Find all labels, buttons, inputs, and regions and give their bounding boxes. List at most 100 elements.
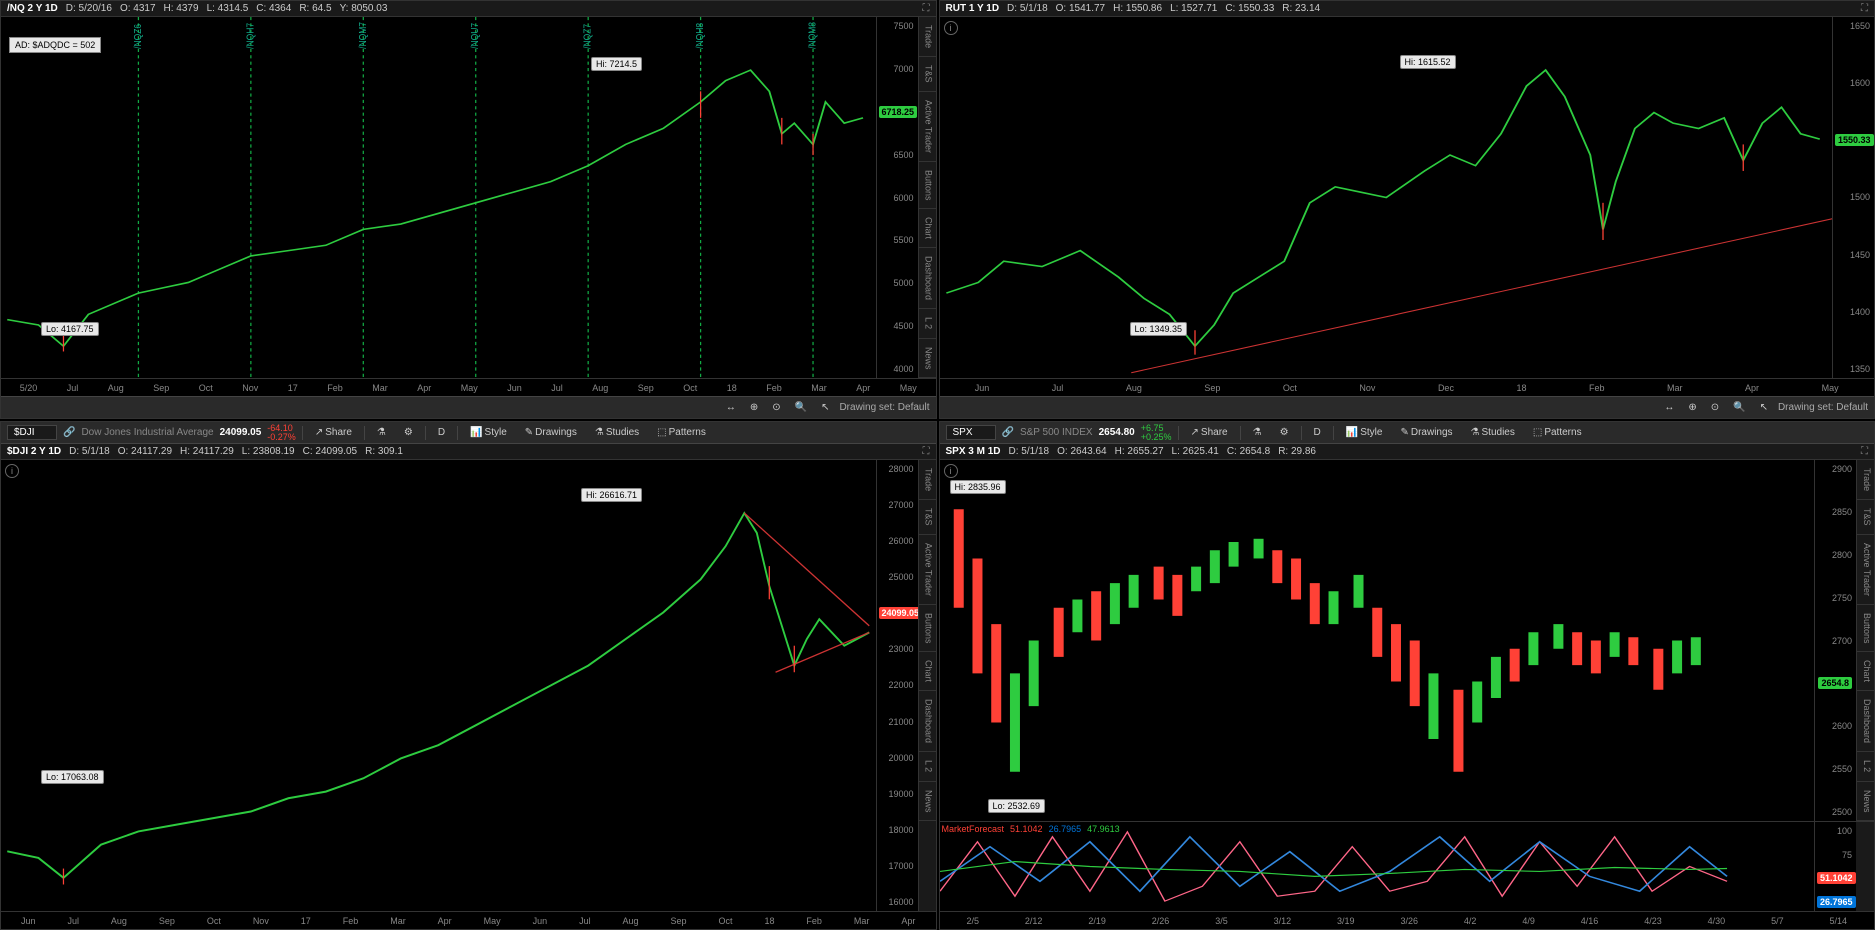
indicator-y-axis: 100 75 51.1042 26.7965 — [1814, 822, 1856, 911]
drawing-set-label[interactable]: Drawing set: Default — [1778, 402, 1868, 413]
chart-svg-dji — [1, 460, 876, 911]
maximize-icon[interactable]: ⛶ — [1861, 3, 1868, 14]
chart-area-rut[interactable]: i Hi: 1615.52 Lo: 1349.35 — [940, 17, 1833, 378]
gear-icon[interactable]: ⚙ — [1274, 425, 1295, 440]
price-tag-spx: 2654.8 — [1818, 677, 1852, 689]
close-label: C: 24099.05 — [303, 446, 358, 457]
target-tool-icon[interactable]: ⊙ — [1707, 400, 1723, 415]
patterns-button[interactable]: ⬚ Patterns — [1527, 425, 1588, 440]
hi-annotation: Hi: 1615.52 — [1400, 55, 1456, 69]
zoom-tool-icon[interactable]: 🔍 — [1729, 400, 1749, 415]
symbol-input[interactable] — [7, 425, 57, 440]
range-label: R: 29.86 — [1278, 446, 1316, 457]
close-label: C: 4364 — [256, 3, 291, 14]
symbol-label: /NQ 2 Y 1D — [7, 3, 58, 14]
pan-tool-icon[interactable]: ↔ — [1660, 400, 1678, 415]
symbol-label: $DJI 2 Y 1D — [7, 446, 61, 457]
svg-text:/NQM8: /NQM8 — [807, 22, 818, 49]
side-tab-l2[interactable]: L 2 — [1857, 752, 1874, 781]
side-tab-active-trader[interactable]: Active Trader — [1857, 535, 1874, 605]
date-label: D: 5/1/18 — [69, 446, 110, 457]
chart-area-dji[interactable]: i Hi: 26616.71 Lo: 17063.08 — [1, 460, 876, 911]
side-tab-chart[interactable]: Chart — [919, 209, 936, 248]
indicator-chart-area[interactable]: MarketForecast 51.1042 26.7965 47.9613 — [940, 822, 1815, 911]
toolbar-nq: ↔ ⊕ ⊙ 🔍 ↖ Drawing set: Default — [1, 396, 936, 418]
panel-rut: RUT 1 Y 1D D: 5/1/18 O: 1541.77 H: 1550.… — [939, 0, 1875, 419]
timeframe-button[interactable]: D — [1308, 425, 1327, 440]
maximize-icon[interactable]: ⛶ — [923, 3, 930, 14]
studies-button[interactable]: ⚗ Studies — [589, 425, 645, 440]
panel-nq: /NQ 2 Y 1D D: 5/20/16 O: 4317 H: 4379 L:… — [0, 0, 937, 419]
share-button[interactable]: ↗ Share — [309, 425, 358, 440]
side-tab-dashboard[interactable]: Dashboard — [919, 691, 936, 752]
zoom-tool-icon[interactable]: 🔍 — [791, 400, 811, 415]
drawing-set-label[interactable]: Drawing set: Default — [839, 402, 929, 413]
target-tool-icon[interactable]: ⊙ — [768, 400, 784, 415]
maximize-icon[interactable]: ⛶ — [1861, 446, 1868, 457]
last-price: 2654.80 — [1099, 427, 1135, 438]
studies-button[interactable]: ⚗ Studies — [1465, 425, 1521, 440]
side-tab-trade[interactable]: Trade — [919, 460, 936, 500]
symbol-label: RUT 1 Y 1D — [946, 3, 1000, 14]
y-axis-dji: 28000 27000 26000 25000 24099.05 23000 2… — [876, 460, 918, 911]
flask-icon[interactable]: ⚗ — [1247, 425, 1268, 440]
svg-text:/NQZ6: /NQZ6 — [132, 24, 143, 49]
last-price: 24099.05 — [220, 427, 262, 438]
style-button[interactable]: 📊 Style — [464, 425, 513, 440]
symbol-input[interactable] — [946, 425, 996, 440]
side-tab-dashboard[interactable]: Dashboard — [1857, 691, 1874, 752]
ohlc-bar-spx: SPX 3 M 1D D: 5/1/18 O: 2643.64 H: 2655.… — [940, 444, 1875, 460]
link-icon[interactable]: 🔗 — [1002, 427, 1014, 438]
side-tab-active-trader[interactable]: Active Trader — [919, 535, 936, 605]
side-tab-dashboard[interactable]: Dashboard — [919, 248, 936, 309]
hi-annotation: Hi: 26616.71 — [581, 488, 642, 502]
symbol-desc: S&P 500 INDEX — [1020, 427, 1093, 438]
side-tab-ts[interactable]: T&S — [919, 500, 936, 535]
side-tab-news[interactable]: News — [1857, 782, 1874, 822]
drawings-button[interactable]: ✎ Drawings — [519, 425, 583, 440]
flask-icon[interactable]: ⚗ — [371, 425, 392, 440]
gear-icon[interactable]: ⚙ — [398, 425, 419, 440]
crosshair-tool-icon[interactable]: ⊕ — [1684, 400, 1700, 415]
low-label: L: 2625.41 — [1172, 446, 1219, 457]
side-tab-ts[interactable]: T&S — [1857, 500, 1874, 535]
link-icon[interactable]: 🔗 — [63, 427, 75, 438]
side-tab-chart[interactable]: Chart — [1857, 652, 1874, 691]
cursor-tool-icon[interactable]: ↖ — [817, 400, 833, 415]
crosshair-tool-icon[interactable]: ⊕ — [746, 400, 762, 415]
side-tab-news[interactable]: News — [919, 782, 936, 822]
close-label: C: 2654.8 — [1227, 446, 1270, 457]
drawings-button[interactable]: ✎ Drawings — [1394, 425, 1458, 440]
side-tab-trade[interactable]: Trade — [1857, 460, 1874, 500]
maximize-icon[interactable]: ⛶ — [923, 446, 930, 457]
chart-svg-spx — [940, 460, 1815, 821]
side-tab-trade[interactable]: Trade — [919, 17, 936, 57]
side-tab-ts[interactable]: T&S — [919, 57, 936, 92]
price-tag-dji: 24099.05 — [879, 607, 923, 619]
side-tab-chart[interactable]: Chart — [919, 652, 936, 691]
chart-area-spx[interactable]: i — [940, 460, 1815, 821]
high-label: H: 1550.86 — [1113, 3, 1162, 14]
style-button[interactable]: 📊 Style — [1340, 425, 1389, 440]
y-axis-spx: 2900 2850 2800 2750 2700 2654.8 2600 255… — [1814, 460, 1856, 821]
side-tab-buttons[interactable]: Buttons — [919, 162, 936, 210]
side-tab-l2[interactable]: L 2 — [919, 752, 936, 781]
open-label: O: 24117.29 — [118, 446, 172, 457]
price-delta-pct: -0.27% — [267, 433, 296, 442]
side-tab-news[interactable]: News — [919, 339, 936, 379]
price-tag-rut: 1550.33 — [1835, 134, 1874, 146]
low-label: L: 23808.19 — [242, 446, 295, 457]
side-tab-buttons[interactable]: Buttons — [919, 605, 936, 653]
side-tab-l2[interactable]: L 2 — [919, 309, 936, 338]
side-tab-active-trader[interactable]: Active Trader — [919, 92, 936, 162]
lo-annotation: Lo: 2532.69 — [988, 799, 1046, 813]
cursor-tool-icon[interactable]: ↖ — [1756, 400, 1772, 415]
lo-annotation: Lo: 1349.35 — [1130, 322, 1188, 336]
share-button[interactable]: ↗ Share — [1185, 425, 1234, 440]
svg-text:/NQZ7: /NQZ7 — [582, 24, 593, 49]
timeframe-button[interactable]: D — [432, 425, 451, 440]
chart-area-nq[interactable]: AD: $ADQDC = 502 /NQZ6 /NQH7 /NQM7 /NQU7… — [1, 17, 876, 378]
side-tab-buttons[interactable]: Buttons — [1857, 605, 1874, 653]
pan-tool-icon[interactable]: ↔ — [722, 400, 740, 415]
patterns-button[interactable]: ⬚ Patterns — [651, 425, 712, 440]
